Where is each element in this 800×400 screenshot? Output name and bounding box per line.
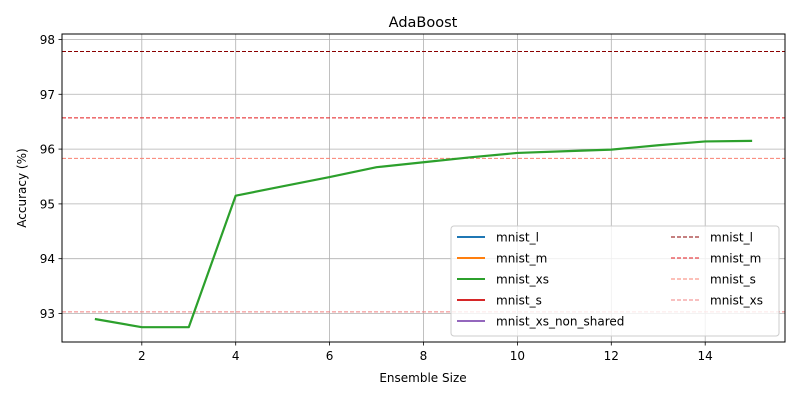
y-tick-label: 95 [40,197,55,211]
legend-label: mnist_xs [496,273,549,287]
series-line-mnist_xs [94,139,753,329]
y-tick-label: 97 [40,88,55,102]
x-tick-label: 4 [232,349,240,363]
legend-box [450,225,780,337]
x-tick-label: 8 [420,349,428,363]
legend: mnist_l mnist_m mnist_xs mnist_s mnist_xs_no… [450,225,780,337]
legend-label: mnist_m [496,252,547,266]
chart-title: AdaBoost [389,15,458,31]
x-axis-label: Ensemble Size [379,371,466,385]
y-tick-label: 93 [40,307,55,321]
legend-label: mnist_l [710,231,753,245]
grid-lines [62,34,785,342]
legend-label: mnist_s [710,273,756,287]
x-axis-ticks: 2 4 6 8 10 12 14 [138,342,713,363]
y-axis-label: Accuracy (%) [15,148,29,227]
x-tick-label: 10 [510,349,525,363]
legend-label: mnist_l [496,231,539,245]
x-tick-label: 12 [604,349,619,363]
y-tick-label: 98 [40,33,55,47]
y-tick-label: 94 [40,252,55,266]
legend-label: mnist_xs [710,294,763,308]
x-tick-label: 6 [326,349,334,363]
y-axis-ticks: 93 94 95 96 97 98 [40,33,62,321]
x-tick-label: 14 [698,349,713,363]
legend-label: mnist_m [710,252,761,266]
x-tick-label: 2 [138,349,146,363]
legend-label: mnist_s [496,294,542,308]
series-lines [94,139,753,329]
legend-label: mnist_xs_non_shared [496,315,624,329]
y-tick-label: 96 [40,143,55,157]
